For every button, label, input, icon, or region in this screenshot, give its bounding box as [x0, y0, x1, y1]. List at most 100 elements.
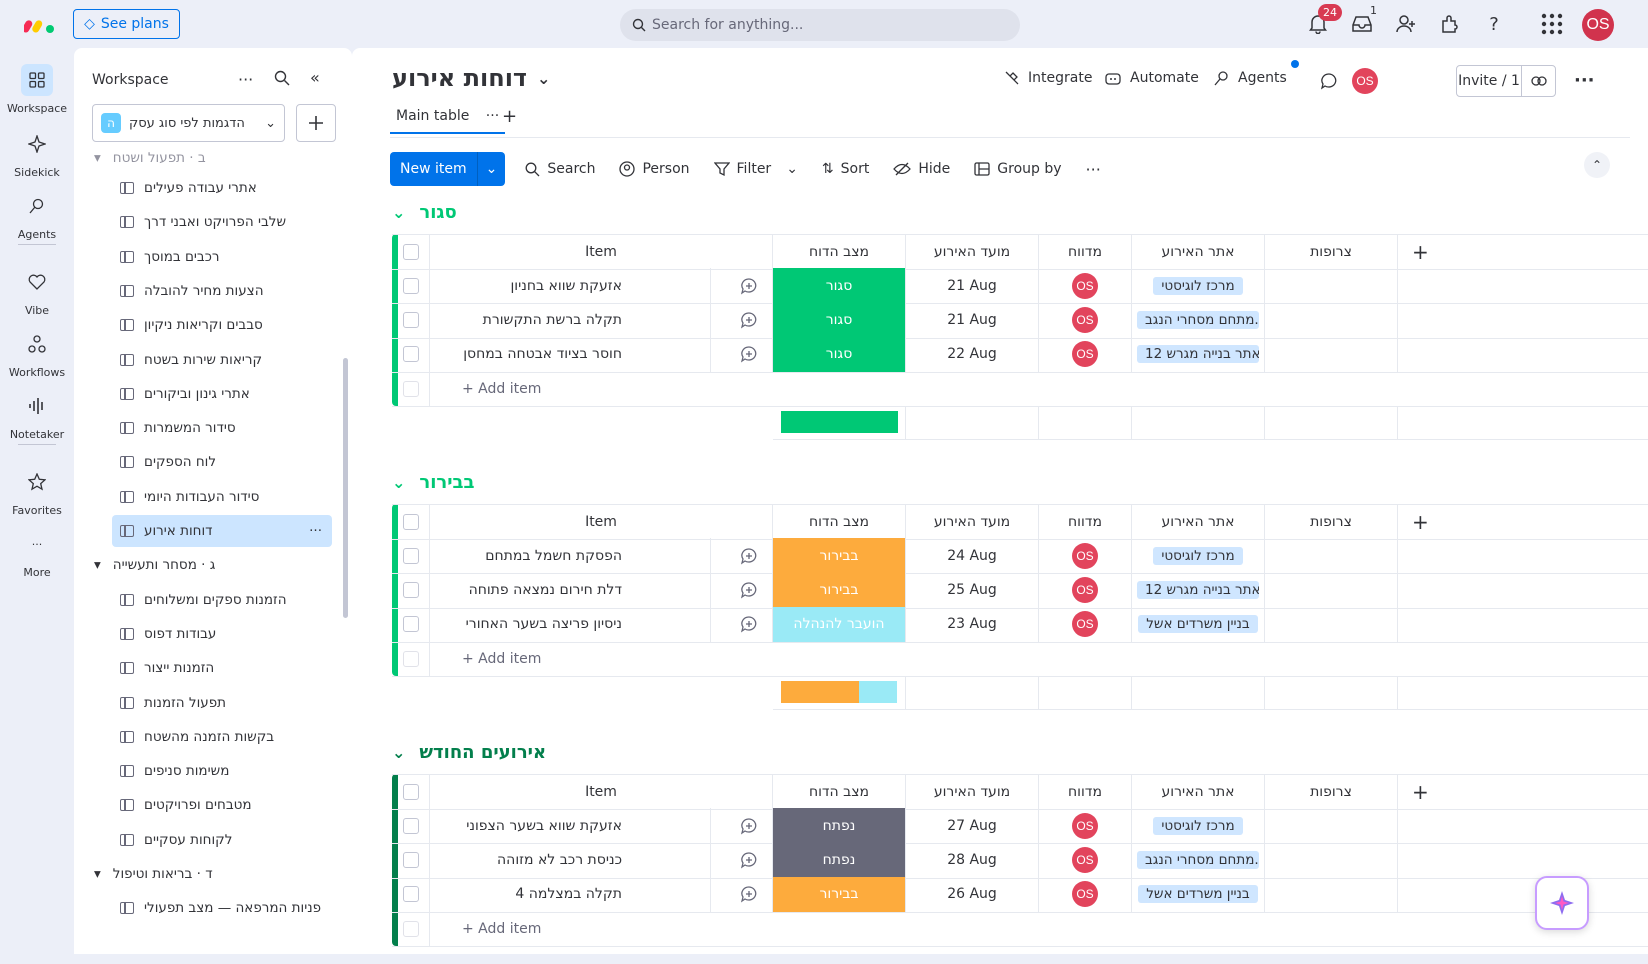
item-name[interactable]: אזעקת שווא בחניון [510, 277, 622, 294]
board-more-icon[interactable]: ··· [1574, 70, 1595, 91]
cell-site[interactable]: אתר בנייה מגרש 12 [1132, 336, 1265, 373]
sidebar-item-board[interactable]: אתרי גינון וביקורים [112, 378, 332, 410]
table-row[interactable]: אזעקת שווא בשער הצפוני נפתח 27 Aug OS מרכז ל… [392, 808, 1648, 845]
rail-vibe[interactable]: Vibe [0, 266, 74, 317]
row-checkbox[interactable] [402, 616, 419, 633]
cell-status[interactable]: בבירור [773, 538, 906, 575]
select-all-checkbox[interactable] [402, 514, 419, 530]
cell-files[interactable] [1265, 268, 1398, 305]
table-row[interactable]: תקלה במצלמה 4 בבירור 26 Aug OS בניין משרדים … [392, 876, 1648, 913]
add-item-row[interactable]: + Add item [392, 641, 1648, 678]
invite-members-icon[interactable] [1394, 12, 1418, 36]
rail-favorites[interactable]: Favorites [0, 466, 74, 517]
sidebar-more-icon[interactable]: ··· [238, 70, 254, 89]
cell-site[interactable]: מתחם מסחרי הנגב... [1132, 302, 1265, 339]
cell-add[interactable] [1398, 607, 1648, 643]
add-item-cell[interactable]: + Add item [430, 641, 1648, 678]
column-header-status[interactable]: מצב הדוח [773, 234, 906, 270]
cell-add[interactable] [1398, 808, 1648, 845]
add-update-icon[interactable] [740, 311, 758, 329]
new-item-button[interactable]: New item ⌄ [390, 152, 506, 186]
cell-item[interactable]: אזעקת שווא בשער הצפוני [430, 808, 773, 845]
item-name[interactable]: ניסיון פריצה בשער האחורי [465, 616, 622, 633]
column-header-files[interactable]: צרופות [1265, 504, 1398, 540]
sidebar-scrollbar[interactable] [343, 358, 348, 618]
collapse-sidebar-icon[interactable]: « [310, 68, 320, 87]
apps-puzzle-icon[interactable] [1438, 12, 1462, 36]
item-name[interactable]: דלת חירום נמצאה פתוחה [468, 582, 622, 599]
site-tag[interactable]: בניין משרדים אשל [1138, 885, 1258, 904]
row-checkbox[interactable] [402, 277, 419, 294]
owner-avatar[interactable]: OS [1072, 307, 1098, 334]
add-update-icon[interactable] [740, 851, 758, 869]
row-checkbox[interactable] [402, 886, 419, 903]
cell-add[interactable] [1398, 877, 1648, 913]
owner-avatar[interactable]: OS [1072, 881, 1098, 908]
cell-files[interactable] [1265, 842, 1398, 879]
rail-workflows[interactable]: Workflows [0, 328, 74, 379]
column-header-add[interactable]: + [1398, 234, 1648, 270]
sidebar-item-board[interactable]: בקשות הזמנה מהשטח [112, 721, 332, 753]
cell-item[interactable]: אזעקת שווא בחניון [430, 268, 773, 305]
cell-date[interactable]: 28 Aug [906, 842, 1039, 879]
cell-add[interactable] [1398, 337, 1648, 373]
sidebar-item-board[interactable]: מטבחים ופרויקטים [112, 789, 332, 821]
group-title[interactable]: ⌄ בבירור [392, 472, 475, 493]
cell-date[interactable]: 24 Aug [906, 538, 1039, 575]
add-view-icon[interactable]: + [502, 106, 518, 127]
table-row[interactable]: כניסת רכב לא מזוהה נפתח 28 Aug OS מתחם מסחרי… [392, 842, 1648, 879]
row-checkbox[interactable] [402, 817, 419, 834]
cell-add[interactable] [1398, 573, 1648, 609]
cell-owner[interactable]: OS [1039, 842, 1132, 879]
column-header-item[interactable]: Item [430, 234, 773, 270]
cell-add[interactable] [1398, 538, 1648, 575]
row-checkbox[interactable] [402, 346, 419, 363]
cell-date[interactable]: 27 Aug [906, 808, 1039, 845]
add-update-icon[interactable] [740, 277, 758, 295]
column-header-item[interactable]: Item [430, 504, 773, 540]
tab-more-icon[interactable]: ··· [485, 108, 500, 124]
add-update-icon[interactable] [740, 345, 758, 363]
column-header-add[interactable]: + [1398, 774, 1648, 810]
cell-item[interactable]: תקלה ברשת התקשורת [430, 302, 773, 339]
cell-date[interactable]: 21 Aug [906, 302, 1039, 339]
table-row[interactable]: אזעקת שווא בחניון סגור 21 Aug OS מרכז לוגיסט… [392, 268, 1648, 305]
site-tag[interactable]: מרכז לוגיסטי [1153, 546, 1243, 565]
site-tag[interactable]: מרכז לוגיסטי [1153, 276, 1243, 295]
global-search-input[interactable]: Search for anything... [620, 9, 1020, 41]
group-title[interactable]: ⌄ סגור [392, 202, 457, 223]
cell-chk[interactable] [392, 538, 430, 575]
group-by-button[interactable]: Group by [974, 161, 1062, 177]
cell-status[interactable]: סגור [773, 302, 906, 339]
app-switcher-grid-icon[interactable] [1540, 12, 1564, 36]
cell-date[interactable]: 26 Aug [906, 876, 1039, 913]
sidebar-item-board[interactable]: סידור העבודות היומי [112, 481, 332, 513]
rail-workspace[interactable]: Workspace [0, 64, 74, 115]
cell-files[interactable] [1265, 572, 1398, 609]
cell-files[interactable] [1265, 606, 1398, 643]
row-checkbox[interactable] [402, 312, 419, 329]
cell-date[interactable]: 21 Aug [906, 268, 1039, 305]
cell-site[interactable]: מתחם מסחרי הנגב... [1132, 842, 1265, 879]
add-update-icon[interactable] [740, 817, 758, 835]
sidebar-item-board[interactable]: סידור המשמרות [112, 412, 332, 444]
column-header-status[interactable]: מצב הדוח [773, 504, 906, 540]
select-all-checkbox[interactable] [402, 784, 419, 800]
sidebar-item-board[interactable]: קריאות שירות בשטח [112, 344, 332, 376]
table-row[interactable]: תקלה ברשת התקשורת סגור 21 Aug OS מתחם מסחרי … [392, 302, 1648, 339]
cell-item[interactable]: ניסיון פריצה בשער האחורי [430, 606, 773, 643]
site-tag[interactable]: בניין משרדים אשל [1138, 615, 1258, 634]
notifications-bell-icon[interactable]: 24 [1306, 4, 1342, 36]
item-name[interactable]: הפסקת חשמל במתחם [485, 547, 622, 564]
cell-chk[interactable] [392, 572, 430, 609]
cell-item[interactable]: דלת חירום נמצאה פתוחה [430, 572, 773, 609]
select-all-checkbox[interactable] [402, 244, 419, 260]
cell-status[interactable]: נפתח [773, 808, 906, 845]
cell-files[interactable] [1265, 538, 1398, 575]
column-header-item[interactable]: Item [430, 774, 773, 810]
column-header-files[interactable]: צרופות [1265, 234, 1398, 270]
add-update-icon[interactable] [740, 615, 758, 633]
site-tag[interactable]: אתר בנייה מגרש 12 [1137, 581, 1259, 600]
sidebar-item-active-board[interactable]: דוחות אירוע ··· [112, 515, 332, 547]
collapse-header-icon[interactable]: ⌃ [1584, 152, 1610, 178]
